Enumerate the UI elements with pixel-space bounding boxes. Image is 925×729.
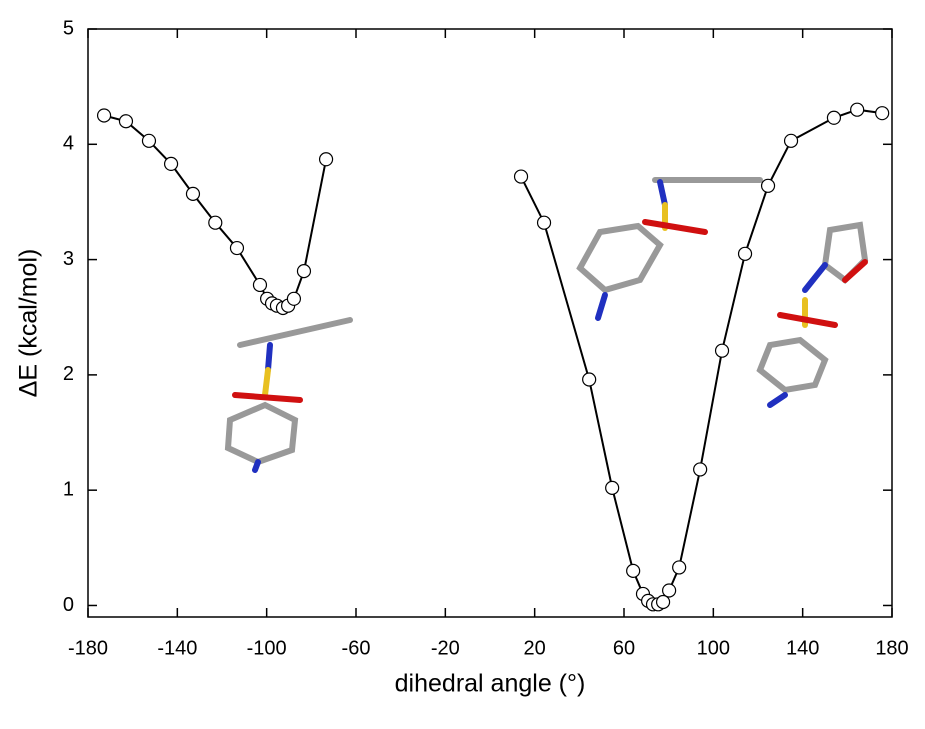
x-tick-label: 20	[524, 637, 546, 659]
data-point	[165, 157, 178, 170]
data-point	[694, 463, 707, 476]
x-tick-label: -100	[247, 637, 287, 659]
data-point	[663, 584, 676, 597]
data-point	[320, 153, 333, 166]
data-point	[209, 216, 222, 229]
data-point	[142, 134, 155, 147]
x-tick-label: -180	[68, 637, 108, 659]
data-point	[827, 111, 840, 124]
data-point	[583, 373, 596, 386]
data-point	[230, 242, 243, 255]
data-point	[253, 278, 266, 291]
x-tick-label: -140	[157, 637, 197, 659]
data-point	[785, 134, 798, 147]
x-tick-label: 60	[613, 637, 635, 659]
x-tick-label: -60	[342, 637, 371, 659]
y-tick-label: 2	[63, 363, 74, 385]
data-point	[287, 292, 300, 305]
x-tick-label: -20	[431, 637, 460, 659]
x-tick-label: 180	[875, 637, 908, 659]
data-point	[673, 561, 686, 574]
data-point	[851, 103, 864, 116]
data-point	[627, 564, 640, 577]
y-tick-label: 4	[63, 133, 74, 155]
x-tick-label: 140	[786, 637, 819, 659]
x-axis-title: dihedral angle (°)	[395, 670, 586, 698]
data-point	[876, 107, 889, 120]
data-point	[297, 265, 310, 278]
data-point	[606, 481, 619, 494]
data-point	[716, 344, 729, 357]
data-point	[538, 216, 551, 229]
y-axis-title: ΔE (kcal/mol)	[15, 249, 43, 398]
data-point	[657, 596, 670, 609]
y-tick-label: 1	[63, 478, 74, 500]
x-tick-label: 100	[697, 637, 730, 659]
data-point	[739, 247, 752, 260]
data-point	[515, 170, 528, 183]
data-point	[762, 179, 775, 192]
data-point	[119, 115, 132, 128]
y-tick-label: 0	[63, 594, 74, 616]
chart: dihedral angle (°) ΔE (kcal/mol) -180 -14…	[0, 0, 925, 729]
data-point	[98, 109, 111, 122]
data-point	[186, 187, 199, 200]
y-tick-label: 5	[63, 17, 74, 39]
y-tick-label: 3	[63, 248, 74, 270]
plot-frame	[88, 29, 892, 617]
